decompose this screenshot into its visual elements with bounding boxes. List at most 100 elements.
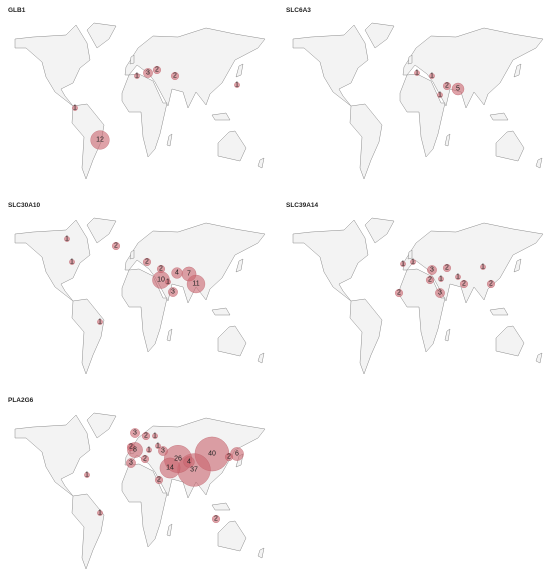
world-map [14, 22, 266, 180]
bubble-label: 1 [481, 264, 485, 271]
bubble-label: 37 [190, 467, 198, 474]
bubble-label: 11 [192, 281, 199, 288]
bubble [165, 279, 171, 285]
bubble-label: 4 [175, 270, 179, 277]
bubble-label: 1 [70, 259, 74, 266]
bubble-label: 3 [133, 430, 137, 437]
bubble [97, 319, 103, 325]
bubble [155, 476, 163, 484]
bubble-label: 1 [65, 236, 69, 243]
bubble-label: 1 [135, 73, 139, 80]
bubble-label: 2 [445, 83, 449, 90]
bubble-label: 4 [187, 459, 191, 466]
bubble [426, 276, 434, 284]
bubble-label: 3 [438, 290, 442, 297]
panel-title: GLB1 [8, 7, 26, 14]
bubble-label: 2 [214, 516, 218, 523]
bubble [142, 432, 150, 440]
bubble [183, 456, 195, 468]
bubble-label: 1 [411, 259, 415, 266]
bubble [155, 443, 161, 449]
bubble-label: 1 [415, 70, 419, 77]
bubble [153, 66, 161, 74]
bubble-label: 2 [428, 277, 432, 284]
bubble-label: 2 [445, 265, 449, 272]
bubble [455, 274, 461, 280]
bubble-label: 1 [456, 274, 460, 281]
bubble-label: 3 [430, 267, 434, 274]
bubble [168, 287, 178, 297]
panel-title: SLC6A3 [286, 7, 311, 14]
bubble-label: 14 [166, 465, 174, 472]
bubble-label: 1 [438, 92, 442, 99]
bubble-label: 3 [129, 460, 133, 467]
bubble [400, 261, 406, 267]
bubble [487, 280, 495, 288]
bubble-label: 2 [114, 243, 118, 250]
bubble [414, 70, 420, 76]
bubble [64, 236, 70, 242]
bubble-label: 1 [439, 276, 443, 283]
bubble [225, 453, 233, 461]
bubble [212, 515, 220, 523]
bubble [141, 455, 149, 463]
bubble [427, 265, 437, 275]
bubble [395, 289, 403, 297]
bubble-label: 2 [462, 281, 466, 288]
bubble [480, 264, 486, 270]
bubble-label: 5 [456, 86, 460, 93]
world-map [292, 22, 544, 180]
bubble [435, 288, 445, 298]
bubble-label: 26 [174, 456, 182, 463]
bubble [438, 276, 444, 282]
bubble [234, 82, 240, 88]
bubble [134, 73, 140, 79]
bubble-label: 2 [397, 290, 401, 297]
world-map [292, 217, 544, 375]
bubble-label: 2 [143, 456, 147, 463]
bubble [437, 92, 443, 98]
bubble-label: 1 [98, 319, 102, 326]
bubble-label: 6 [235, 451, 239, 458]
panel-title: SLC39A14 [286, 202, 319, 209]
bubble [130, 428, 140, 438]
bubble [451, 82, 465, 96]
bubble [159, 457, 181, 479]
bubble-label: 1 [166, 279, 170, 286]
bubble [84, 472, 90, 478]
bubble-label: 1 [156, 443, 160, 450]
bubble-label: 2 [145, 259, 149, 266]
bubble [127, 443, 135, 451]
bubble-label: 2 [129, 444, 133, 451]
bubble [158, 446, 168, 456]
bubble-label: 2 [489, 281, 493, 288]
bubble-label: 1 [73, 105, 77, 112]
bubble-label: 2 [155, 67, 159, 74]
bubble [171, 267, 183, 279]
bubble-label: 3 [171, 289, 175, 296]
bubble [72, 105, 78, 111]
bubble [443, 264, 451, 272]
panel-title: PLA2G6 [8, 397, 34, 404]
world-map [14, 217, 266, 375]
bubble-label: 2 [159, 266, 163, 273]
bubble [171, 72, 179, 80]
bubble [152, 433, 158, 439]
bubble-label: 10 [157, 277, 165, 284]
bubble-label: 3 [161, 448, 165, 455]
bubble [126, 458, 136, 468]
bubble-label: 2 [173, 73, 177, 80]
bubble [90, 130, 110, 150]
bubble-label: 8 [133, 447, 137, 454]
bubble-label: 7 [187, 271, 191, 278]
bubble-label: 1 [430, 73, 434, 80]
panel-title: SLC30A10 [8, 202, 41, 209]
bubble [97, 510, 103, 516]
bubble [410, 259, 416, 265]
bubble-label: 2 [144, 433, 148, 440]
bubble-label: 40 [208, 451, 216, 458]
